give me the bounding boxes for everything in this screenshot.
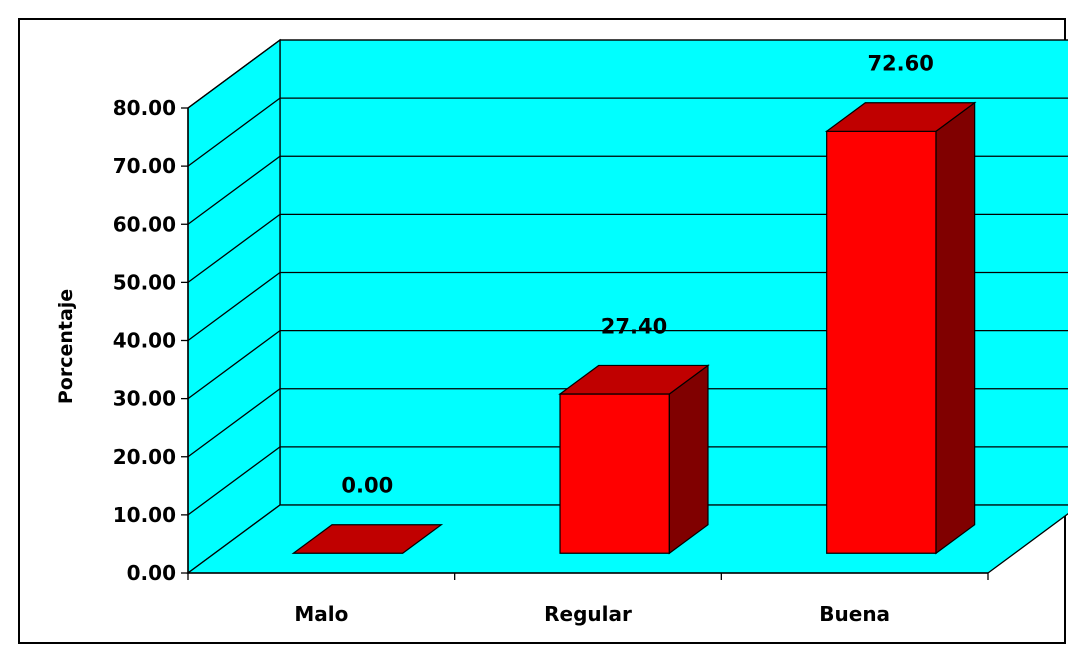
y-tick-label: 0.00 — [127, 561, 176, 585]
x-category-label: Buena — [819, 602, 890, 626]
gridline — [187, 39, 1068, 109]
bar-front — [559, 393, 670, 554]
y-tick-label: 80.00 — [113, 96, 176, 120]
gridline — [187, 271, 1068, 342]
bar-top — [824, 102, 977, 132]
x-category-label: Malo — [294, 602, 348, 626]
bar-side — [668, 364, 709, 555]
y-axis-title: Porcentaje — [55, 289, 77, 404]
chart-frame: 0.00 10.00 20.00 30.00 40.00 50.00 60.00 70.00 8… — [18, 18, 1068, 644]
bar-top — [558, 364, 710, 395]
y-tick-label: 40.00 — [113, 329, 176, 353]
y-tick-label: 50.00 — [113, 270, 176, 294]
data-label: 27.40 — [601, 314, 667, 338]
y-tick-label: 30.00 — [113, 387, 176, 411]
y-tick-label: 20.00 — [113, 445, 176, 469]
gridline — [187, 155, 1068, 225]
gridline — [187, 329, 1068, 400]
y-tick-label: 10.00 — [113, 503, 176, 527]
gridline — [187, 213, 1068, 283]
gridline — [187, 388, 1068, 458]
bar-chart: 0.00 10.00 20.00 30.00 40.00 50.00 60.00 70.00 8… — [55, 38, 1068, 626]
gridline — [187, 97, 1068, 167]
x-category-label: Regular — [544, 602, 632, 626]
bar-side — [935, 101, 976, 555]
data-label: 72.60 — [867, 52, 933, 76]
bar-front — [826, 130, 937, 554]
y-tick-label: 60.00 — [113, 212, 176, 236]
gridline — [187, 446, 1068, 516]
data-label: 0.00 — [341, 474, 393, 498]
bar-top — [291, 524, 444, 554]
y-tick-label: 70.00 — [113, 154, 176, 178]
